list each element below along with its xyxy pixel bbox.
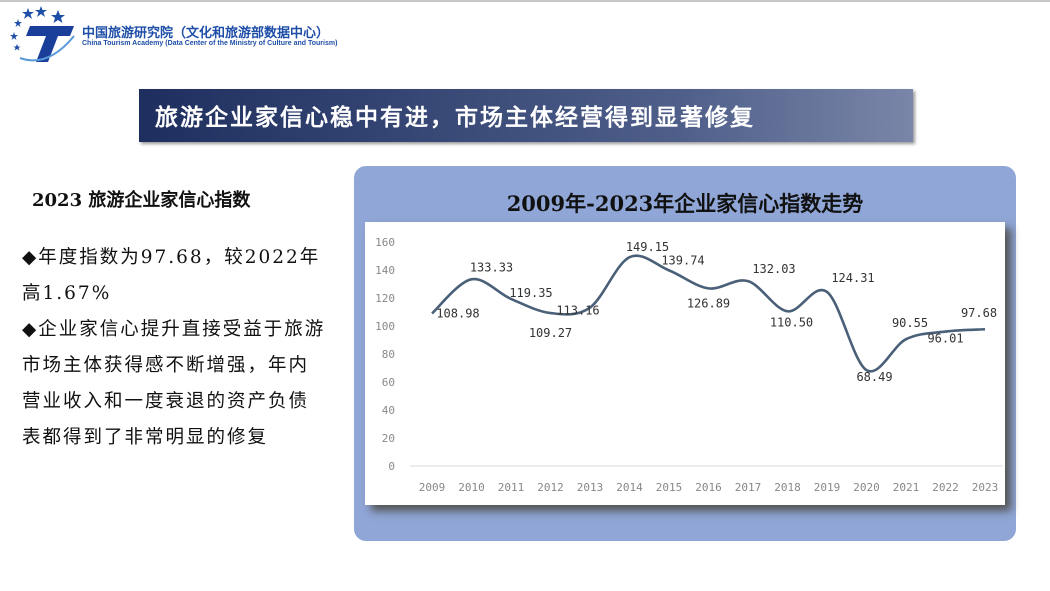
chart-panel: 2009年-2023年企业家信心指数走势 0 20 40 60 80 100 120 140 1… [354,166,1016,541]
chart-title: 2009年-2023年企业家信心指数走势 [506,191,864,216]
x-tick-label: 2019 [814,481,841,494]
line-chart: 0 20 40 60 80 100 120 140 160 2009 2010 2011 2012 201… [375,236,1003,494]
y-tick-label: 100 [375,320,395,333]
data-label: 97.68 [961,306,997,320]
chart-area: 0 20 40 60 80 100 120 140 160 2009 2010 2011 2012 201… [365,222,1005,505]
x-tick-label: 2020 [853,481,880,494]
y-tick-label: 120 [375,292,395,305]
data-label: 139.74 [661,253,704,267]
x-tick-label: 2011 [498,481,525,494]
data-label: 110.50 [770,315,813,329]
x-tick-label: 2023 [972,481,999,494]
data-label: 109.27 [529,326,572,340]
x-tick-label: 2014 [616,481,643,494]
data-label: 108.98 [436,306,479,320]
star-icon [51,10,65,23]
data-label: 113.16 [556,304,599,318]
data-label: 119.35 [509,286,552,300]
star-icon [22,8,34,19]
bullet-list: ◆年度指数为97.68，较2022年高1.67% ◆企业家信心提升直接受益于旅游… [22,240,327,456]
y-tick-label: 140 [375,264,395,277]
org-name-cn: 中国旅游研究院（文化和旅游部数据中心） [82,26,330,41]
bullet-item: ◆年度指数为97.68，较2022年高1.67% [22,247,321,304]
data-label: 96.01 [927,332,963,346]
data-label: 126.89 [687,296,730,310]
y-tick-label: 80 [382,348,395,361]
y-tick-label: 40 [382,404,395,417]
bullet-item: ◆企业家信心提升直接受益于旅游市场主体获得感不断增强，年内营业收入和一度衰退的资… [22,319,326,448]
data-label: 124.31 [831,271,874,285]
data-label: 68.49 [856,370,892,384]
data-label: 133.33 [470,260,513,274]
x-tick-label: 2022 [932,481,959,494]
data-label: 90.55 [892,316,928,330]
star-icon [10,32,18,40]
y-tick-label: 20 [382,432,395,445]
top-divider [0,0,1050,2]
data-label: 132.03 [752,262,795,276]
slide-title: 旅游企业家信心稳中有进，市场主体经营得到显著修复 [139,89,913,142]
x-tick-label: 2010 [458,481,485,494]
x-tick-label: 2012 [537,481,564,494]
section-subtitle: 2023 旅游企业家信心指数 [32,190,251,211]
x-tick-label: 2017 [735,481,762,494]
x-tick-label: 2013 [577,481,604,494]
star-icon [13,44,21,51]
y-tick-label: 0 [388,460,395,473]
y-tick-label: 60 [382,376,395,389]
org-name-en: China Tourism Academy (Data Center of th… [82,40,338,47]
x-tick-label: 2018 [774,481,801,494]
x-tick-label: 2015 [656,481,683,494]
star-icon [35,6,47,17]
star-icon [14,19,22,27]
x-tick-label: 2021 [893,481,920,494]
x-tick-label: 2016 [695,481,722,494]
x-tick-label: 2009 [419,481,446,494]
series-line [431,254,986,373]
y-tick-label: 160 [375,236,395,249]
academy-logo [10,6,75,62]
data-label: 149.15 [626,240,669,254]
